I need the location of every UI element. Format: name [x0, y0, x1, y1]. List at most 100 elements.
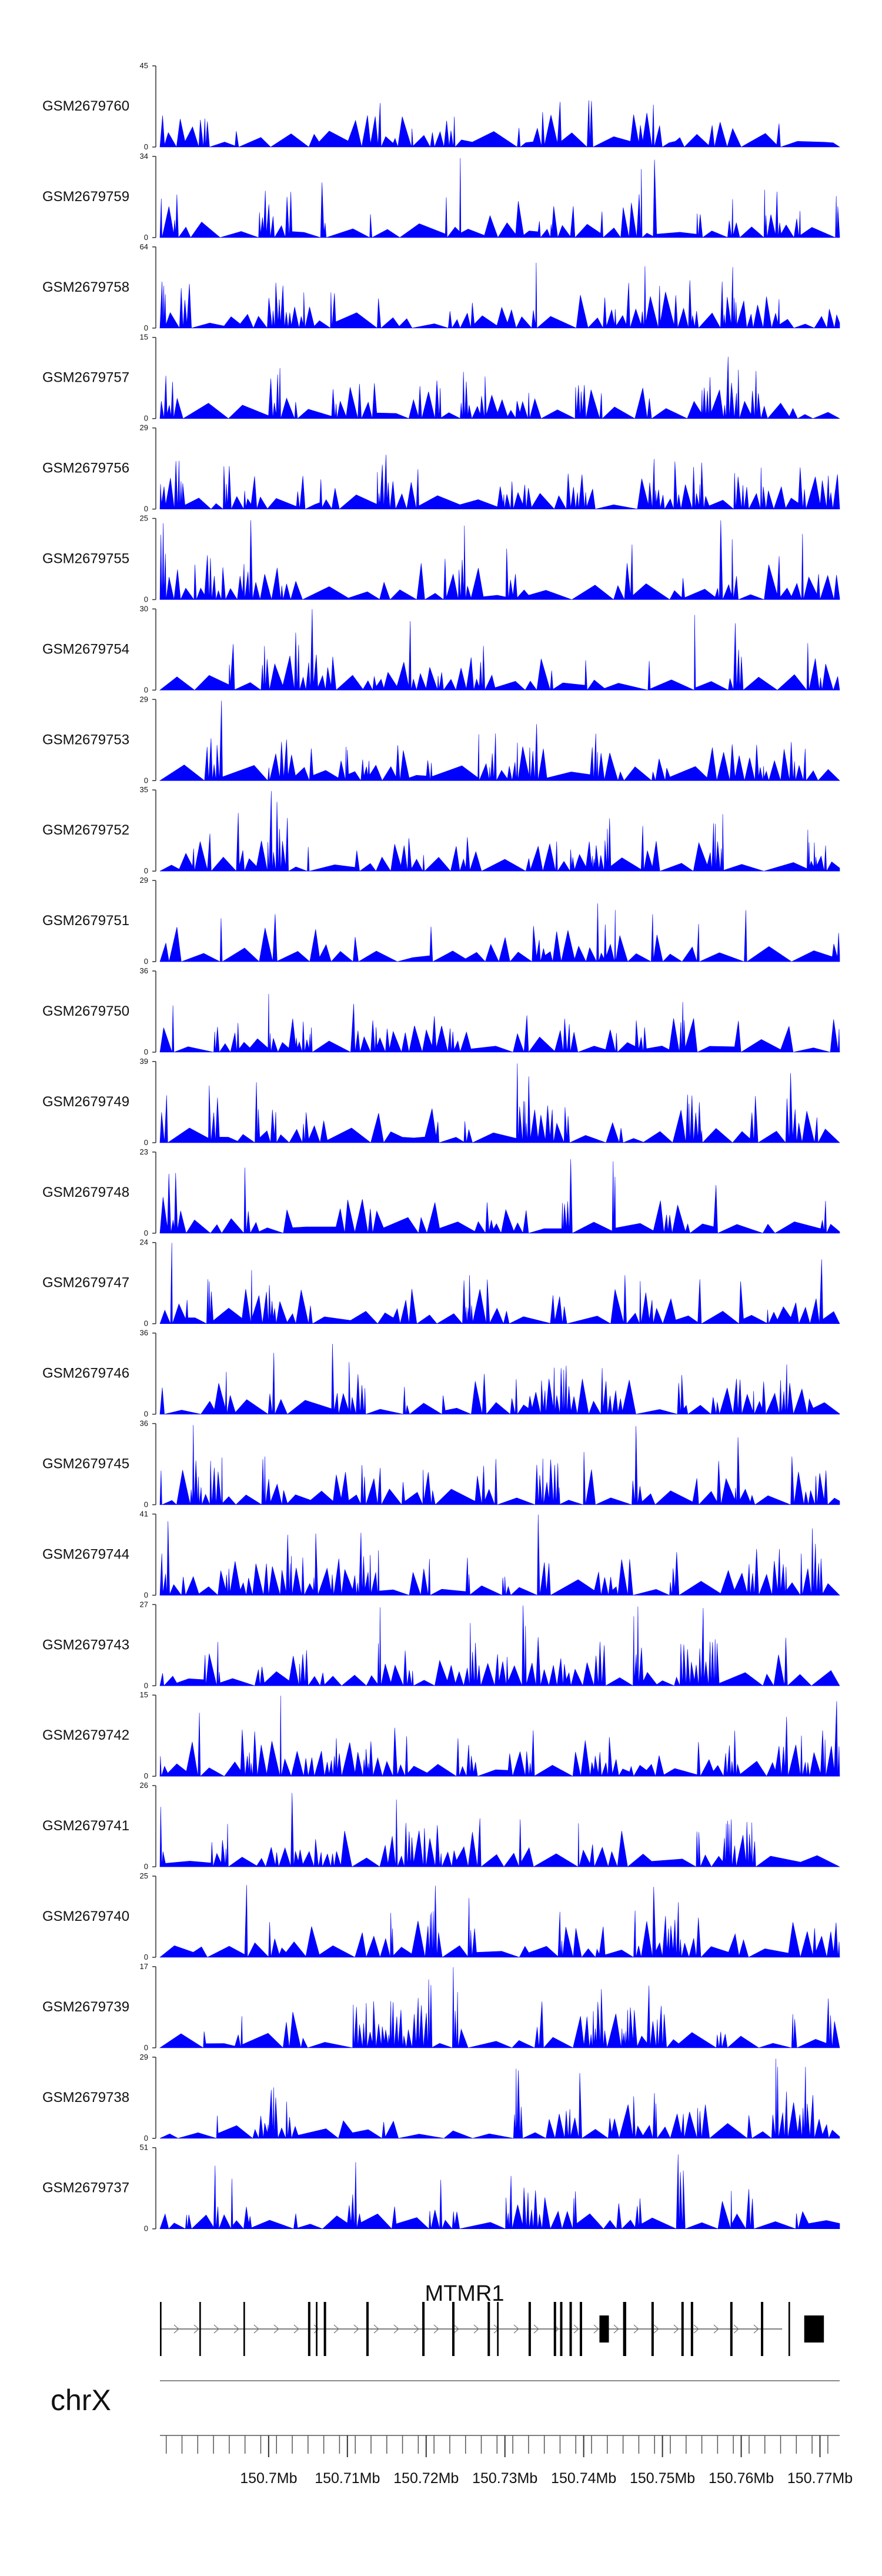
- y-min-label: 0: [144, 1410, 148, 1419]
- track-label: GSM2679756: [42, 461, 129, 476]
- exon: [788, 2302, 790, 2356]
- y-min-label: 0: [144, 142, 148, 151]
- coverage-area: [159, 791, 840, 872]
- y-min-label: 0: [144, 414, 148, 423]
- track-label: GSM2679743: [42, 1637, 129, 1653]
- y-min-label: 0: [144, 685, 148, 694]
- track-label: GSM2679745: [42, 1456, 129, 1472]
- strand-arrow: [673, 2324, 679, 2334]
- chromosome-label: chrX: [51, 2384, 111, 2417]
- x-tick-label: 150.76Mb: [709, 2470, 774, 2487]
- strand-arrow: [333, 2324, 339, 2334]
- y-max-label: 15: [140, 1690, 148, 1699]
- strand-arrow: [593, 2324, 599, 2334]
- track-label: GSM2679751: [42, 913, 129, 929]
- strand-arrow: [413, 2324, 419, 2334]
- track-GSM2679741: GSM2679741 26 0: [42, 1781, 840, 1871]
- y-min-label: 0: [144, 1681, 148, 1690]
- y-min-label: 0: [144, 1771, 148, 1780]
- y-min-label: 0: [144, 1500, 148, 1509]
- y-max-label: 29: [140, 2053, 148, 2061]
- coverage-area: [159, 993, 840, 1053]
- x-tick-label: 150.71Mb: [315, 2470, 380, 2487]
- track-GSM2679749: GSM2679749 39 0: [42, 1057, 840, 1147]
- coverage-area: [159, 262, 840, 329]
- coverage-area: [159, 356, 840, 419]
- exon: [528, 2302, 531, 2356]
- track-GSM2679750: GSM2679750 36 0: [42, 966, 840, 1056]
- y-min-label: 0: [144, 505, 148, 513]
- strand-arrow: [253, 2324, 259, 2334]
- y-max-label: 27: [140, 1600, 148, 1609]
- coverage-area: [159, 520, 840, 600]
- coverage-area: [159, 1243, 840, 1324]
- strand-arrow: [613, 2324, 619, 2334]
- y-max-label: 30: [140, 604, 148, 613]
- coverage-tracks: GSM2679760450GSM2679759340GSM2679758640G…: [42, 61, 841, 2233]
- track-label: GSM2679754: [42, 641, 129, 657]
- coverage-area: [159, 1605, 840, 1687]
- coverage-area: [159, 158, 840, 238]
- track-label: GSM2679739: [42, 1999, 129, 2015]
- track-GSM2679754: GSM2679754 30 0: [42, 604, 840, 694]
- strand-arrow: [273, 2324, 279, 2334]
- y-max-label: 24: [140, 1238, 148, 1247]
- exon: [316, 2302, 318, 2356]
- coverage-area: [159, 1514, 840, 1596]
- y-min-label: 0: [144, 1953, 148, 1961]
- coverage-area: [159, 2058, 840, 2139]
- track-GSM2679743: GSM2679743 27 0: [42, 1600, 840, 1690]
- exon: [160, 2302, 162, 2356]
- y-min-label: 0: [144, 1138, 148, 1147]
- y-max-label: 29: [140, 695, 148, 703]
- y-max-label: 45: [140, 61, 148, 70]
- y-max-label: 26: [140, 1781, 148, 1790]
- exon: [553, 2302, 556, 2356]
- track-GSM2679747: GSM2679747 24 0: [42, 1238, 840, 1328]
- y-max-label: 35: [140, 785, 148, 794]
- x-tick-label: 150.7Mb: [240, 2470, 297, 2487]
- exon: [243, 2302, 245, 2356]
- coverage-area: [159, 100, 841, 148]
- y-max-label: 23: [140, 1147, 148, 1156]
- y-min-label: 0: [144, 1229, 148, 1237]
- strand-arrow: [213, 2324, 219, 2334]
- track-GSM2679744: GSM2679744 41 0: [42, 1509, 840, 1599]
- coverage-area: [159, 903, 840, 962]
- y-max-label: 51: [140, 2143, 148, 2152]
- y-max-label: 36: [140, 1329, 148, 1337]
- track-GSM2679755: GSM2679755 25 0: [42, 514, 840, 604]
- track-label: GSM2679742: [42, 1727, 129, 1743]
- exon: [579, 2302, 582, 2356]
- y-max-label: 39: [140, 1057, 148, 1066]
- gene-model-track: MTMR1: [160, 2281, 824, 2356]
- x-tick-label: 150.75Mb: [630, 2470, 695, 2487]
- exon: [366, 2302, 369, 2356]
- strand-arrow: [473, 2324, 479, 2334]
- y-max-label: 36: [140, 1419, 148, 1428]
- track-GSM2679759: GSM2679759 34 0: [42, 152, 840, 242]
- track-GSM2679756: GSM2679756 29 0: [42, 423, 840, 513]
- track-label: GSM2679757: [42, 370, 129, 386]
- coverage-area: [159, 455, 840, 510]
- y-max-label: 17: [140, 1962, 148, 1971]
- y-max-label: 25: [140, 514, 148, 523]
- track-label: GSM2679753: [42, 732, 129, 748]
- exon: [422, 2302, 425, 2356]
- track-label: GSM2679740: [42, 1908, 129, 1924]
- track-label: GSM2679741: [42, 1818, 129, 1834]
- track-GSM2679757: GSM2679757 15 0: [42, 333, 840, 423]
- coverage-area: [159, 700, 840, 782]
- strand-arrow: [193, 2324, 199, 2334]
- track-GSM2679751: GSM2679751 29 0: [42, 876, 840, 966]
- track-label: GSM2679752: [42, 822, 129, 838]
- x-tick-label: 150.72Mb: [393, 2470, 459, 2487]
- exon: [651, 2302, 654, 2356]
- exon: [730, 2302, 733, 2356]
- strand-arrow: [173, 2324, 179, 2334]
- track-GSM2679758: GSM2679758 64 0: [42, 242, 840, 332]
- strand-arrow: [693, 2324, 699, 2334]
- y-min-label: 0: [144, 233, 148, 242]
- coverage-area: [159, 2154, 840, 2230]
- track-GSM2679738: GSM2679738 29 0: [42, 2053, 840, 2143]
